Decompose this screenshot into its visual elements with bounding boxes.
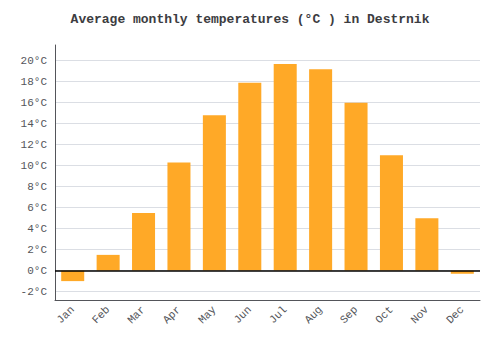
svg-text:Jun: Jun	[232, 304, 254, 326]
svg-text:Mar: Mar	[125, 304, 147, 326]
svg-text:Feb: Feb	[90, 304, 112, 326]
svg-text:4°C: 4°C	[27, 223, 47, 235]
svg-text:May: May	[196, 303, 219, 326]
svg-text:12°C: 12°C	[21, 139, 48, 151]
svg-text:10°C: 10°C	[21, 160, 48, 172]
svg-text:Nov: Nov	[409, 303, 432, 326]
svg-text:2°C: 2°C	[27, 244, 47, 256]
svg-text:6°C: 6°C	[27, 202, 47, 214]
svg-text:Aug: Aug	[302, 304, 324, 326]
svg-text:16°C: 16°C	[21, 97, 48, 109]
svg-text:14°C: 14°C	[21, 118, 48, 130]
svg-text:Oct: Oct	[373, 304, 395, 326]
svg-text:Jul: Jul	[267, 304, 289, 326]
svg-text:-2°C: -2°C	[21, 286, 48, 298]
svg-text:Dec: Dec	[444, 304, 466, 326]
svg-text:Sep: Sep	[338, 304, 360, 326]
svg-text:8°C: 8°C	[27, 181, 47, 193]
svg-text:20°C: 20°C	[21, 55, 48, 67]
svg-text:Apr: Apr	[161, 304, 183, 326]
svg-text:0°C: 0°C	[27, 265, 47, 277]
svg-text:Average monthly temperatures (: Average monthly temperatures (°C ) in De…	[71, 12, 430, 27]
svg-text:18°C: 18°C	[21, 76, 48, 88]
svg-text:Jan: Jan	[54, 304, 76, 326]
